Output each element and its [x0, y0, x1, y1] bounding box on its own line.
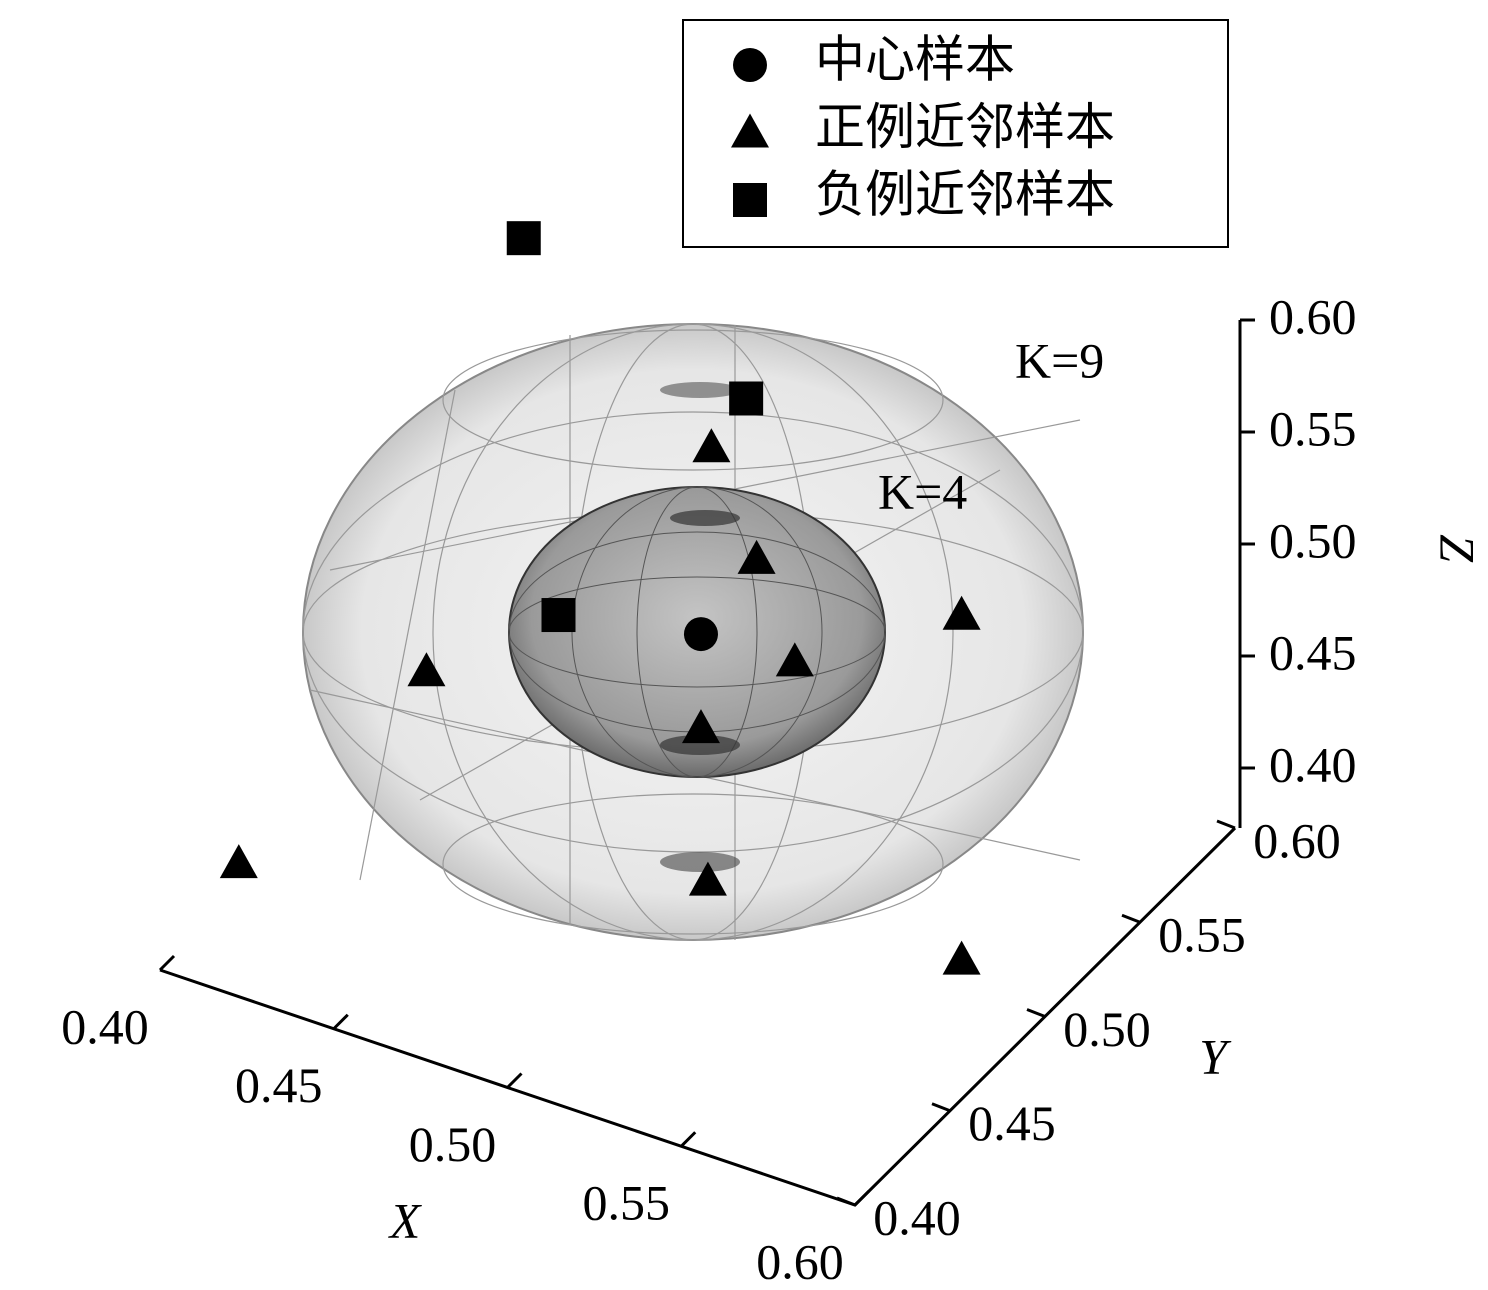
annotation: K=9 [1015, 332, 1104, 388]
legend-box [682, 19, 1229, 248]
x-axis-label: X [388, 1192, 423, 1248]
point [729, 381, 764, 416]
point [683, 617, 718, 652]
y-tick [836, 1196, 856, 1207]
point [688, 861, 727, 896]
y-tick-label: 0.40 [873, 1189, 961, 1245]
point [942, 940, 981, 975]
point [219, 844, 258, 879]
legend-label: 正例近邻样本 [815, 99, 1115, 155]
legend-marker [733, 183, 767, 217]
point [737, 539, 776, 574]
point [506, 221, 541, 256]
y-tick-label: 0.60 [1253, 812, 1341, 868]
y-tick [931, 1102, 951, 1113]
y-axis-label: Y [1199, 1028, 1232, 1084]
z-axis-label: Z [1430, 534, 1486, 563]
legend-marker [731, 113, 769, 148]
x-tick-label: 0.50 [409, 1116, 497, 1172]
z-tick-label: 0.40 [1269, 736, 1357, 792]
y-tick-label: 0.50 [1063, 1001, 1151, 1057]
x-tick [506, 1072, 523, 1089]
annotation: K=4 [878, 463, 967, 519]
y-tick [1216, 819, 1236, 830]
z-tick-label: 0.60 [1269, 288, 1357, 344]
legend-label: 负例近邻样本 [815, 166, 1115, 222]
z-tick-label: 0.50 [1269, 512, 1357, 568]
legend-label: 中心样本 [815, 31, 1015, 87]
x-tick-label: 0.40 [61, 998, 149, 1054]
point [775, 642, 814, 677]
y-tick [1121, 913, 1141, 924]
point [541, 598, 576, 633]
y-tick-label: 0.55 [1158, 907, 1246, 963]
x-tick [158, 954, 176, 972]
point [407, 652, 446, 687]
point [681, 709, 720, 744]
z-tick-label: 0.55 [1269, 400, 1357, 456]
x-tick [680, 1131, 697, 1148]
y-tick [1026, 1008, 1046, 1018]
legend-marker [733, 48, 767, 82]
point [692, 428, 731, 463]
x-tick-label: 0.45 [235, 1057, 323, 1113]
point [942, 595, 981, 630]
x-tick [853, 1189, 871, 1207]
z-tick-label: 0.45 [1269, 624, 1357, 680]
x-tick-label: 0.60 [756, 1233, 844, 1289]
x-tick [332, 1013, 349, 1030]
legend [682, 19, 1229, 248]
y-tick-label: 0.45 [968, 1095, 1056, 1151]
x-tick-label: 0.55 [583, 1175, 671, 1231]
